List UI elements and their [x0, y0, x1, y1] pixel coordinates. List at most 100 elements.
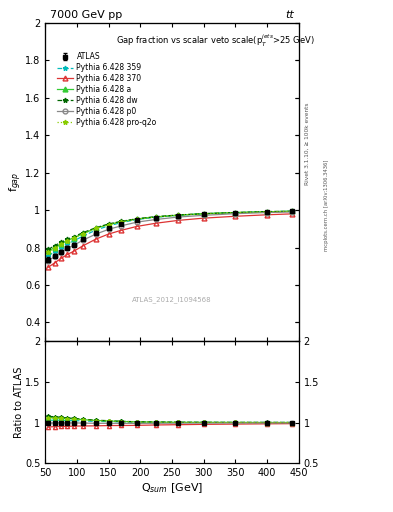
Pythia 6.428 dw: [81, 229, 86, 236]
Pythia 6.428 pro-q2o: [59, 241, 63, 247]
Pythia 6.428 dw: [106, 221, 111, 227]
Line: Pythia 6.428 359: Pythia 6.428 359: [46, 209, 295, 259]
Pythia 6.428 359: [46, 253, 51, 259]
Pythia 6.428 370: [81, 243, 86, 249]
Pythia 6.428 370: [176, 217, 181, 223]
Pythia 6.428 359: [290, 208, 295, 215]
Pythia 6.428 a: [52, 244, 57, 250]
Pythia 6.428 359: [135, 217, 140, 223]
Text: Gap fraction vs scalar veto scale(p$_T^{jets}$>25 GeV): Gap fraction vs scalar veto scale(p$_T^{…: [116, 33, 315, 49]
Pythia 6.428 pro-q2o: [233, 209, 238, 216]
Pythia 6.428 dw: [264, 208, 269, 215]
Pythia 6.428 pro-q2o: [176, 212, 181, 218]
Pythia 6.428 p0: [119, 223, 123, 229]
Pythia 6.428 a: [135, 216, 140, 222]
Pythia 6.428 p0: [46, 258, 51, 264]
Pythia 6.428 a: [233, 209, 238, 216]
Pythia 6.428 359: [72, 238, 76, 244]
Pythia 6.428 pro-q2o: [106, 222, 111, 228]
Pythia 6.428 dw: [59, 239, 63, 245]
Pythia 6.428 a: [65, 238, 70, 244]
Pythia 6.428 a: [290, 208, 295, 215]
Pythia 6.428 dw: [72, 233, 76, 240]
Y-axis label: f$_{gap}$: f$_{gap}$: [7, 172, 24, 192]
Pythia 6.428 p0: [52, 253, 57, 260]
Pythia 6.428 p0: [81, 237, 86, 243]
Text: tt: tt: [285, 10, 294, 20]
Pythia 6.428 370: [264, 211, 269, 218]
Pythia 6.428 p0: [233, 210, 238, 217]
Pythia 6.428 370: [290, 211, 295, 217]
Pythia 6.428 a: [119, 219, 123, 225]
Pythia 6.428 dw: [176, 212, 181, 218]
Pythia 6.428 a: [59, 241, 63, 247]
Pythia 6.428 a: [81, 230, 86, 237]
Pythia 6.428 pro-q2o: [72, 235, 76, 241]
Pythia 6.428 dw: [154, 214, 158, 220]
Pythia 6.428 dw: [94, 225, 98, 231]
Pythia 6.428 pro-q2o: [46, 249, 51, 255]
Pythia 6.428 a: [264, 209, 269, 215]
Line: Pythia 6.428 pro-q2o: Pythia 6.428 pro-q2o: [46, 209, 295, 254]
Pythia 6.428 359: [233, 209, 238, 216]
Pythia 6.428 pro-q2o: [65, 238, 70, 244]
Pythia 6.428 p0: [290, 209, 295, 215]
Pythia 6.428 359: [154, 214, 158, 220]
Pythia 6.428 370: [154, 220, 158, 226]
Pythia 6.428 370: [233, 213, 238, 219]
Pythia 6.428 a: [176, 212, 181, 218]
Pythia 6.428 370: [119, 227, 123, 233]
Pythia 6.428 370: [46, 264, 51, 270]
Pythia 6.428 p0: [154, 217, 158, 223]
Pythia 6.428 dw: [119, 218, 123, 224]
Pythia 6.428 pro-q2o: [264, 209, 269, 215]
Pythia 6.428 370: [201, 215, 206, 221]
Pythia 6.428 a: [201, 210, 206, 217]
Text: 7000 GeV pp: 7000 GeV pp: [50, 10, 123, 20]
Pythia 6.428 dw: [52, 243, 57, 249]
Pythia 6.428 p0: [59, 249, 63, 255]
Pythia 6.428 370: [72, 248, 76, 254]
Pythia 6.428 370: [65, 251, 70, 258]
Pythia 6.428 a: [72, 234, 76, 241]
Pythia 6.428 dw: [46, 246, 51, 252]
Pythia 6.428 a: [154, 214, 158, 220]
Pythia 6.428 370: [94, 236, 98, 242]
Pythia 6.428 359: [81, 233, 86, 239]
Pythia 6.428 p0: [94, 231, 98, 237]
Pythia 6.428 370: [106, 231, 111, 237]
Pythia 6.428 370: [135, 223, 140, 229]
Pythia 6.428 dw: [135, 216, 140, 222]
Pythia 6.428 a: [94, 225, 98, 231]
Pythia 6.428 359: [106, 223, 111, 229]
Text: mcplots.cern.ch [arXiv:1306.3436]: mcplots.cern.ch [arXiv:1306.3436]: [324, 159, 329, 250]
Legend: ATLAS, Pythia 6.428 359, Pythia 6.428 370, Pythia 6.428 a, Pythia 6.428 dw, Pyth: ATLAS, Pythia 6.428 359, Pythia 6.428 37…: [57, 52, 157, 127]
Pythia 6.428 pro-q2o: [201, 211, 206, 217]
Pythia 6.428 359: [65, 241, 70, 247]
Y-axis label: Ratio to ATLAS: Ratio to ATLAS: [14, 367, 24, 438]
Line: Pythia 6.428 dw: Pythia 6.428 dw: [46, 209, 295, 252]
Pythia 6.428 359: [52, 248, 57, 254]
Line: Pythia 6.428 p0: Pythia 6.428 p0: [46, 209, 295, 263]
Pythia 6.428 p0: [65, 245, 70, 251]
Line: Pythia 6.428 370: Pythia 6.428 370: [46, 211, 295, 270]
Pythia 6.428 359: [94, 227, 98, 233]
Pythia 6.428 359: [176, 212, 181, 219]
Pythia 6.428 359: [59, 244, 63, 250]
Pythia 6.428 359: [264, 209, 269, 215]
Pythia 6.428 p0: [176, 214, 181, 220]
Pythia 6.428 pro-q2o: [119, 219, 123, 225]
Pythia 6.428 dw: [290, 208, 295, 215]
Pythia 6.428 p0: [106, 226, 111, 232]
Pythia 6.428 pro-q2o: [52, 245, 57, 251]
Pythia 6.428 p0: [201, 212, 206, 219]
X-axis label: Q$_{sum}$ [GeV]: Q$_{sum}$ [GeV]: [141, 481, 203, 495]
Text: Rivet 3.1.10, ≥ 100k events: Rivet 3.1.10, ≥ 100k events: [305, 102, 310, 185]
Pythia 6.428 pro-q2o: [154, 214, 158, 220]
Pythia 6.428 dw: [233, 209, 238, 216]
Pythia 6.428 a: [106, 221, 111, 227]
Pythia 6.428 p0: [135, 219, 140, 225]
Pythia 6.428 pro-q2o: [135, 216, 140, 222]
Pythia 6.428 dw: [201, 210, 206, 217]
Pythia 6.428 370: [59, 255, 63, 262]
